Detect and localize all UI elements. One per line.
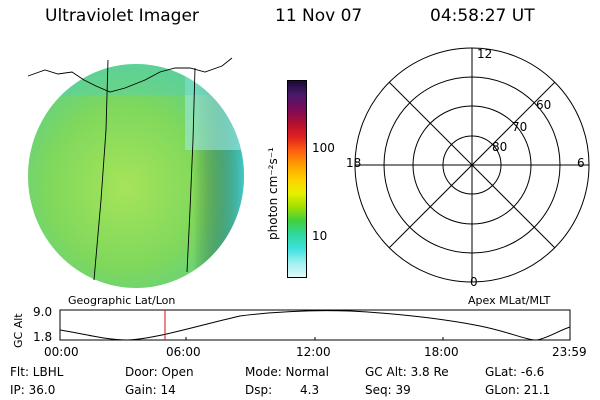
alt-xtick-label: 06:00 — [166, 345, 201, 359]
alt-ytick-label: 9.0 — [33, 305, 53, 319]
alt-xtick-label: 12:00 — [296, 345, 331, 359]
alt-xtick-label: 00:00 — [44, 345, 79, 359]
footer-door: Door: Open — [125, 365, 194, 379]
alt-xtick-label: 18:00 — [424, 345, 459, 359]
alt-ylabel: GC Alt — [12, 313, 25, 348]
meridian-line — [186, 67, 196, 273]
footer-glon: GLon: 21.1 — [485, 383, 551, 397]
meridian-line — [93, 59, 109, 281]
mlt-label-12: 12 — [477, 47, 493, 61]
footer-dsp-value: 4.3 — [300, 383, 320, 397]
date-label: 11 Nov 07 — [275, 6, 363, 26]
footer-glat: GLat: -6.6 — [485, 365, 545, 379]
colorbar-tick-label: 10 — [312, 229, 328, 243]
instrument-title: Ultraviolet Imager — [45, 6, 199, 26]
footer-filter: Flt: LBHL — [10, 365, 64, 379]
footer-seq: Seq: 39 — [365, 383, 411, 397]
colorbar-tick-label: 100 — [312, 141, 335, 155]
mlt-label-18: 18 — [346, 156, 362, 170]
footer-gain: Gain: 14 — [125, 383, 176, 397]
footer-mode: Mode: Normal — [245, 365, 329, 379]
footer-dsp-label: Dsp: — [245, 383, 273, 397]
alt-xtick-label: 23:59 — [552, 345, 587, 359]
mlat-label-60: 60 — [536, 98, 552, 112]
footer-ip: IP: 36.0 — [10, 383, 56, 397]
mlat-label-70: 70 — [512, 120, 528, 134]
polar-panel-label: Apex MLat/MLT — [468, 294, 551, 307]
colorbar — [287, 80, 307, 278]
mlt-label-6: 6 — [577, 156, 585, 170]
footer-gc-alt: GC Alt: 3.8 Re — [365, 365, 449, 379]
altitude-curve — [59, 310, 571, 341]
alt-ytick-label: 1.8 — [33, 330, 53, 344]
time-label: 04:58:27 UT — [430, 6, 535, 26]
image-panel-label: Geographic Lat/Lon — [68, 294, 176, 307]
coastline-line — [27, 57, 233, 93]
mlat-label-80: 80 — [492, 140, 508, 154]
mlt-label-0: 0 — [470, 275, 478, 289]
